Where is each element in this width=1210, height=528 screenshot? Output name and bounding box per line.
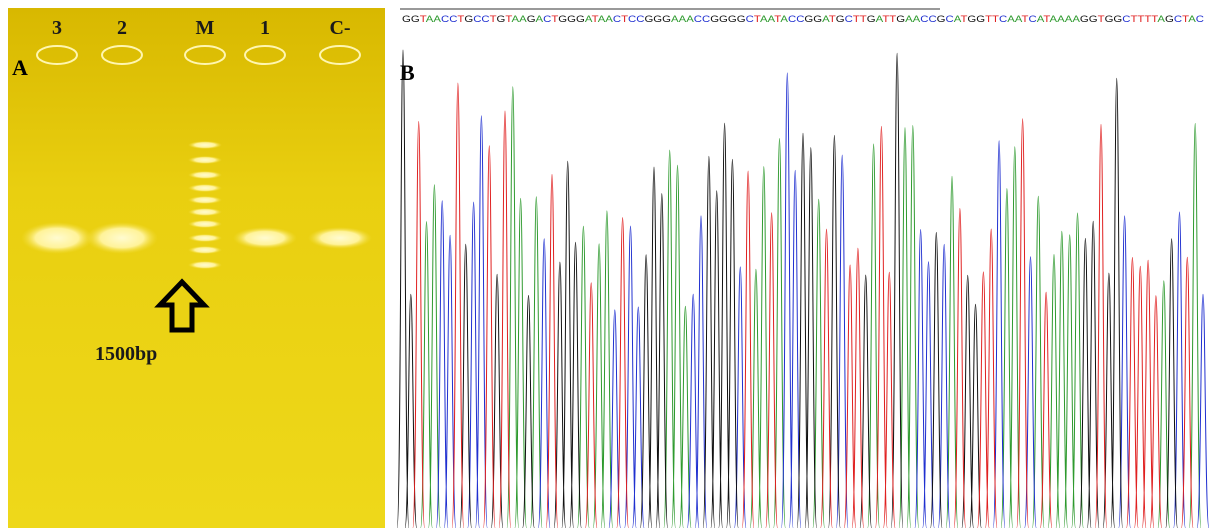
ladder-band	[188, 234, 222, 242]
ladder-band	[188, 171, 222, 179]
gel-panel: A 1500bp 3 2 M 1 C-	[8, 8, 385, 528]
band	[233, 227, 297, 249]
band	[86, 222, 158, 254]
band	[21, 222, 93, 254]
page: {"panel_a": {"label": "A", "lanes": ["3"…	[0, 0, 1210, 528]
panel-label: A	[12, 55, 28, 80]
ladder-band	[188, 196, 222, 204]
lane-label: 3	[52, 17, 62, 39]
lane-label: 2	[117, 17, 127, 39]
lane-label: C-	[329, 17, 350, 39]
ladder-band	[188, 156, 222, 164]
ladder-band	[188, 141, 222, 149]
band	[308, 227, 372, 249]
lane-label: M	[196, 17, 215, 39]
marker-label: 1500bp	[95, 343, 157, 365]
ladder-band	[188, 208, 222, 216]
ladder-band	[188, 261, 222, 269]
lane-label: 1	[260, 17, 270, 39]
ladder-band	[188, 184, 222, 192]
figure: A 1500bp 3 2 M 1 C- B GGTAACCTGCCTGTAAGACTGG…	[0, 0, 1210, 528]
ladder-band	[188, 220, 222, 228]
ladder-band	[188, 246, 222, 254]
